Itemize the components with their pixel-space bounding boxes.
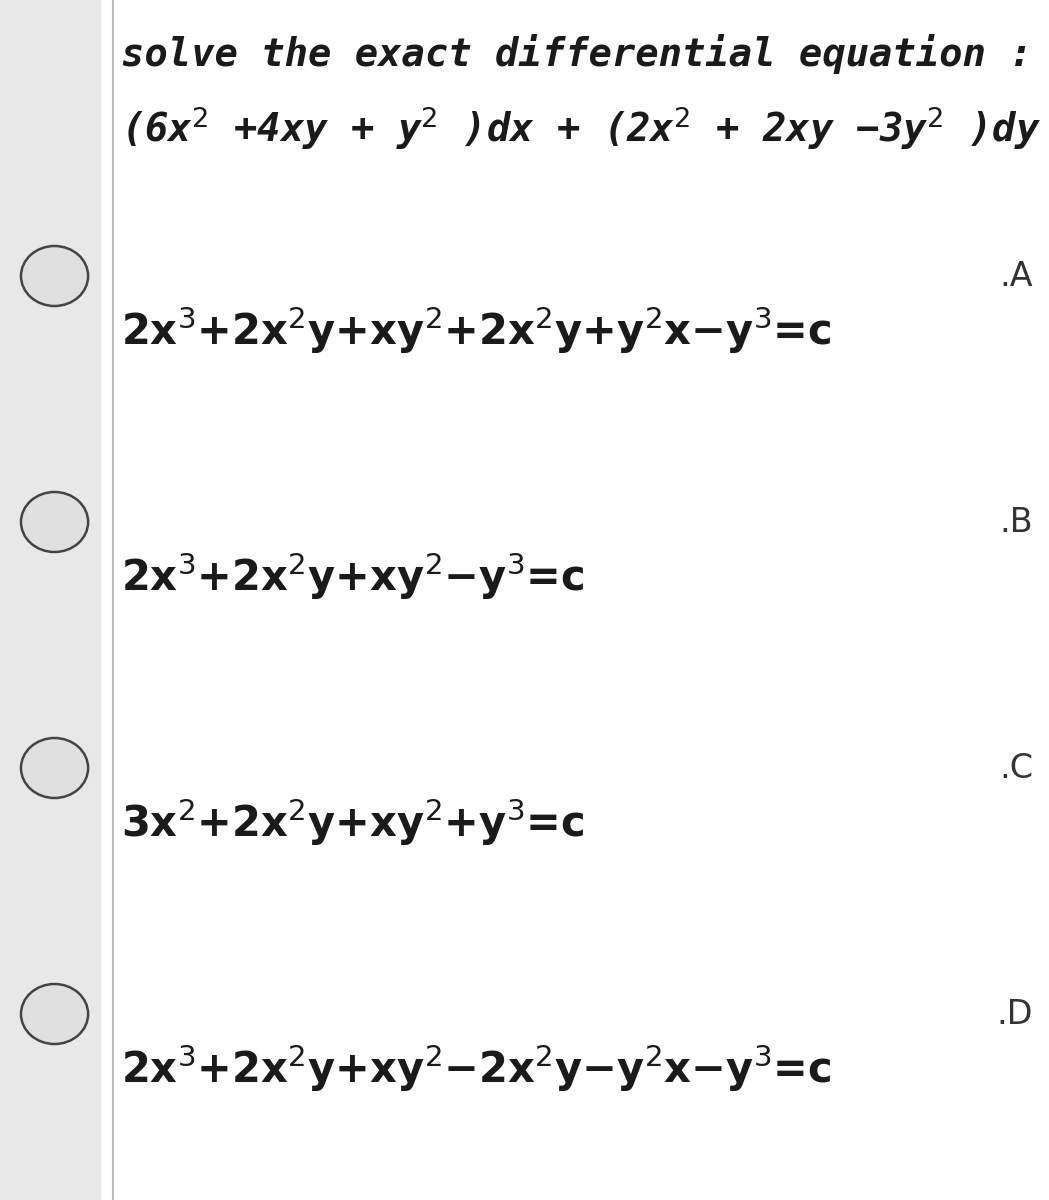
- Ellipse shape: [21, 738, 88, 798]
- Text: 3x$^2$+2x$^2$y+xy$^2$+y$^3$=c: 3x$^2$+2x$^2$y+xy$^2$+y$^3$=c: [121, 797, 584, 847]
- Text: .A: .A: [1000, 259, 1033, 293]
- Text: 2x$^3$+2x$^2$y+xy$^2$−y$^3$=c: 2x$^3$+2x$^2$y+xy$^2$−y$^3$=c: [121, 551, 584, 601]
- Text: .D: .D: [997, 997, 1033, 1031]
- Ellipse shape: [21, 246, 88, 306]
- Text: solve the exact differential equation :: solve the exact differential equation :: [121, 34, 1032, 74]
- Ellipse shape: [21, 492, 88, 552]
- Text: 2x$^3$+2x$^2$y+xy$^2$−2x$^2$y−y$^2$x−y$^3$=c: 2x$^3$+2x$^2$y+xy$^2$−2x$^2$y−y$^2$x−y$^…: [121, 1043, 831, 1093]
- Text: .B: .B: [1000, 505, 1033, 539]
- Ellipse shape: [21, 984, 88, 1044]
- Text: 2x$^3$+2x$^2$y+xy$^2$+2x$^2$y+y$^2$x−y$^3$=c: 2x$^3$+2x$^2$y+xy$^2$+2x$^2$y+y$^2$x−y$^…: [121, 305, 831, 355]
- Bar: [0, 0, 100, 1200]
- Text: (6x$^2$ +4xy + y$^2$ )dx + (2x$^2$ + 2xy −3y$^2$ )dy =0: (6x$^2$ +4xy + y$^2$ )dx + (2x$^2$ + 2xy…: [121, 104, 1049, 152]
- Text: .C: .C: [1000, 751, 1033, 785]
